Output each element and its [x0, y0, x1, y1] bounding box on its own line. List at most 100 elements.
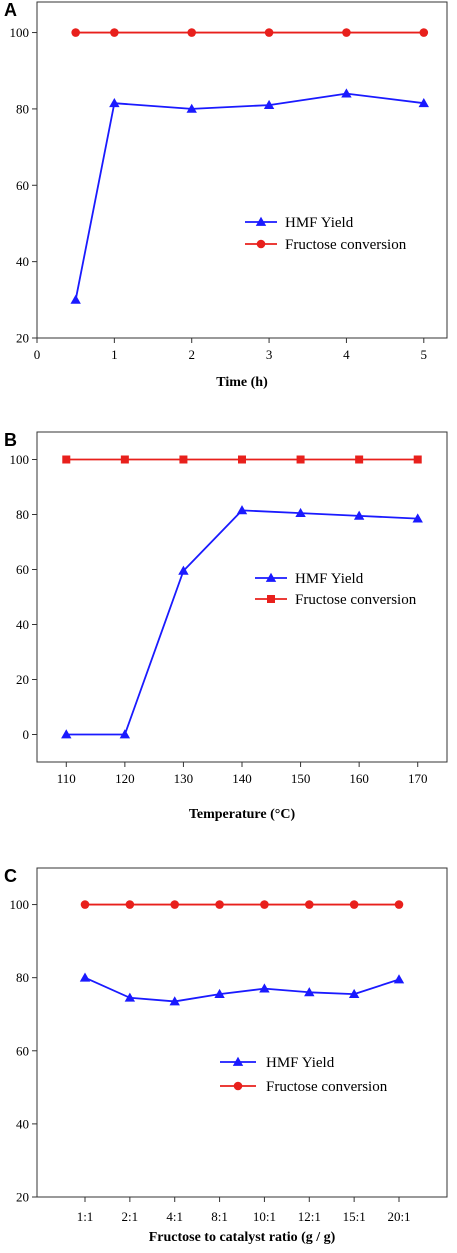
panel-letter: B — [4, 430, 17, 450]
data-point — [295, 507, 306, 518]
chart-panel-a: A 20 40 60 80 100 0 1 2 3 4 5 Time (h) HMF Yield Fruct… — [4, 0, 448, 390]
series-fructose-conversion — [62, 455, 422, 464]
y-tick-label: 20 — [16, 672, 29, 687]
x-tick-label: 170 — [408, 771, 428, 786]
panel-letter: C — [4, 866, 17, 886]
x-tick-label: 12:1 — [298, 1209, 321, 1224]
data-point — [349, 900, 359, 909]
data-point — [70, 294, 81, 304]
x-tick-label: 15:1 — [343, 1209, 366, 1224]
y-tick-label: 100 — [10, 452, 30, 467]
data-point — [264, 28, 274, 37]
x-tick-label: 1 — [111, 347, 118, 362]
legend-label: Fructose conversion — [285, 237, 407, 253]
x-tick-label: 130 — [174, 771, 194, 786]
x-tick-label: 110 — [57, 771, 76, 786]
y-tick-label: 20 — [16, 331, 29, 346]
y-tick-label: 80 — [16, 507, 29, 522]
legend-marker — [232, 1056, 244, 1066]
legend-label: HMF Yield — [285, 215, 354, 231]
data-point — [236, 505, 248, 515]
x-tick-label: 140 — [232, 771, 252, 786]
x-tick-label: 5 — [421, 347, 428, 362]
x-tick-label: 20:1 — [387, 1209, 410, 1224]
data-point — [394, 900, 404, 909]
x-tick-label: 10:1 — [253, 1209, 276, 1224]
data-point — [418, 97, 429, 108]
x-tick-label: 160 — [349, 771, 369, 786]
legend-label: Fructose conversion — [266, 1079, 388, 1095]
data-point — [80, 900, 90, 909]
series-hmf-yield — [70, 88, 429, 304]
legend-label: HMF Yield — [295, 571, 364, 587]
legend-marker — [256, 239, 266, 249]
y-tick-label: 40 — [16, 254, 29, 269]
legend-marker — [267, 595, 275, 603]
plot-frame — [36, 1, 448, 339]
x-tick-label: 4:1 — [166, 1209, 183, 1224]
data-point — [215, 900, 224, 909]
legend: HMF Yield Fructose conversion — [255, 571, 417, 608]
data-point — [120, 455, 129, 464]
x-tick-label: 0 — [34, 347, 41, 362]
data-point — [187, 28, 197, 37]
data-point — [304, 987, 315, 997]
y-tick-label: 40 — [16, 617, 29, 632]
legend: HMF Yield Fructose conversion — [245, 215, 407, 253]
data-point — [109, 97, 120, 108]
data-point — [348, 988, 360, 999]
legend-marker — [265, 572, 277, 582]
y-tick-label: 20 — [16, 1190, 29, 1205]
legend: HMF Yield Fructose conversion — [220, 1055, 388, 1095]
y-tick-label: 40 — [16, 1116, 29, 1131]
x-axis-label: Time (h) — [216, 375, 268, 390]
chart-panel-c: C 20 40 60 80 100 1:1 2:1 4:1 8:1 10:1 12:1 15:1 20:1… — [4, 866, 448, 1245]
data-point — [355, 455, 364, 464]
x-tick-label: 150 — [291, 771, 311, 786]
y-tick-label: 60 — [16, 1043, 29, 1058]
series-line — [84, 976, 400, 1003]
y-tick-label: 80 — [16, 970, 29, 985]
data-point — [186, 103, 197, 113]
legend-label: HMF Yield — [266, 1055, 335, 1071]
data-point — [169, 996, 180, 1006]
data-point — [178, 565, 189, 575]
y-tick-label: 80 — [16, 101, 29, 116]
data-point — [353, 510, 365, 520]
data-point — [341, 88, 352, 98]
series-fructose-conversion — [71, 28, 429, 37]
data-point — [342, 28, 351, 37]
series-line — [66, 509, 418, 736]
series-line — [74, 92, 424, 300]
data-point — [412, 513, 423, 523]
data-point — [260, 900, 269, 909]
data-point — [79, 972, 91, 982]
x-axis-label: Temperature (°C) — [189, 807, 296, 822]
data-point — [214, 988, 225, 999]
chart-panel-b: B 0 20 40 60 80 100 110 120 130 140 150 160 170 Temper… — [4, 430, 448, 822]
panel-letter: A — [4, 0, 17, 20]
x-tick-label: 8:1 — [211, 1209, 228, 1224]
x-tick-label: 120 — [115, 771, 135, 786]
data-point — [419, 28, 429, 37]
x-tick-label: 2 — [188, 347, 195, 362]
legend-label: Fructose conversion — [295, 592, 417, 608]
data-point — [125, 900, 135, 909]
series-fructose-conversion — [80, 900, 404, 909]
data-point — [259, 983, 270, 993]
data-point — [296, 455, 305, 464]
data-point — [263, 99, 275, 109]
y-tick-label: 100 — [10, 25, 30, 40]
x-tick-label: 4 — [343, 347, 350, 362]
data-point — [119, 729, 131, 739]
data-point — [62, 455, 71, 464]
x-tick-label: 2:1 — [122, 1209, 139, 1224]
data-point — [110, 28, 119, 37]
y-tick-label: 60 — [16, 562, 29, 577]
y-tick-label: 0 — [23, 727, 30, 742]
data-point — [393, 974, 405, 984]
data-point — [238, 455, 246, 464]
data-point — [170, 900, 180, 909]
series-hmf-yield — [79, 972, 405, 1006]
